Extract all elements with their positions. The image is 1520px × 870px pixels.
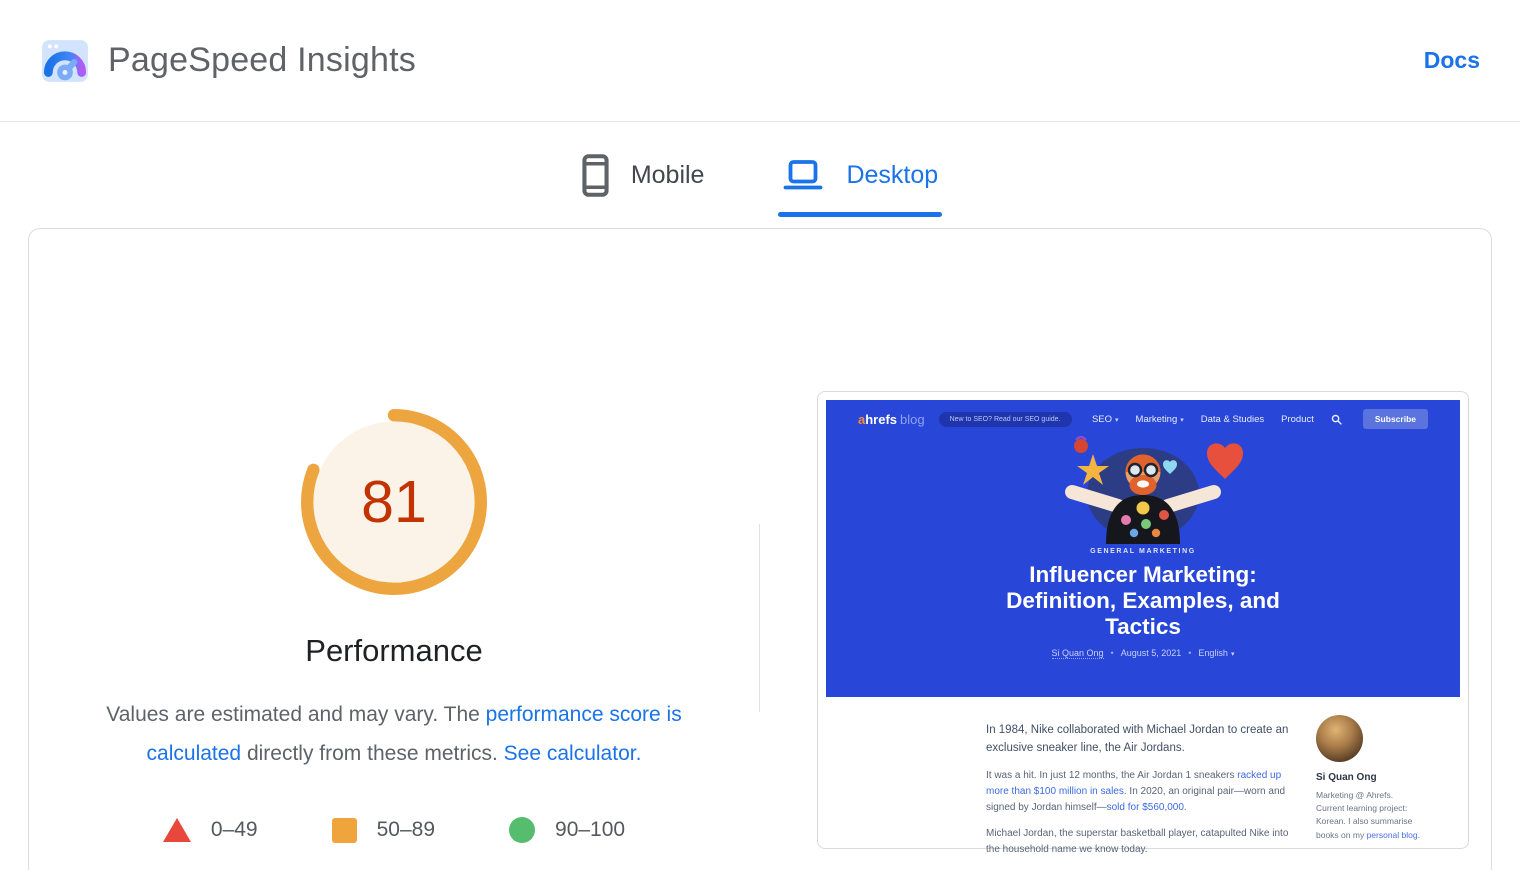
vertical-divider bbox=[759, 524, 760, 712]
legend-item-average: 50–89 bbox=[331, 817, 436, 843]
legend-range-average: 50–89 bbox=[376, 818, 436, 841]
disclaimer-text-1: Values are estimated and may vary. The bbox=[106, 703, 486, 726]
nav-item-seo: SEO ▾ bbox=[1091, 413, 1119, 425]
active-tab-indicator bbox=[778, 212, 943, 217]
nav-item-data-studies: Data & Studies bbox=[1200, 413, 1265, 425]
byline-author: Si Quan Ong bbox=[1051, 648, 1104, 659]
disclaimer-text-2: directly from these metrics. bbox=[241, 742, 504, 765]
green-circle-icon bbox=[509, 817, 536, 843]
author-card: Si Quan Ong Marketing @ Ahrefs. Current … bbox=[1316, 715, 1420, 842]
subscribe-button: Subscribe bbox=[1362, 409, 1428, 429]
nav-item-product: Product bbox=[1281, 413, 1314, 425]
legend-item-fail: 0–49 bbox=[162, 818, 258, 842]
author-avatar bbox=[1316, 715, 1363, 762]
page-title: PageSpeed Insights bbox=[108, 41, 416, 79]
score-legend: 0–49 50–89 90–100 bbox=[29, 817, 759, 843]
app-header: PageSpeed Insights Docs bbox=[0, 0, 1520, 122]
docs-link[interactable]: Docs bbox=[1423, 47, 1480, 73]
gauge-fill bbox=[313, 421, 475, 583]
byline-language: English bbox=[1198, 648, 1228, 658]
ahrefs-logo-a: a bbox=[858, 411, 866, 427]
performance-score-section: 81 Performance Values are estimated and … bbox=[29, 229, 759, 843]
personal-blog-link: personal blog. bbox=[1366, 829, 1420, 840]
device-tabs: Mobile Desktop bbox=[0, 122, 1520, 228]
mobile-phone-icon bbox=[582, 153, 609, 197]
article-link-sales: racked up more than $100 million in sale… bbox=[986, 769, 1282, 797]
caret-down-icon: ▾ bbox=[1115, 416, 1119, 424]
caret-down-icon: ▾ bbox=[1180, 416, 1184, 424]
byline-date: August 5, 2021 bbox=[1120, 648, 1182, 658]
tab-desktop[interactable]: Desktop bbox=[778, 155, 943, 217]
article-paragraph-3: Michael Jordan, the superstar basketball… bbox=[986, 827, 1289, 855]
thumb-hero-banner: ahrefs blog New to SEO? Read our SEO gui… bbox=[826, 400, 1460, 697]
orange-square-icon bbox=[331, 817, 357, 843]
thumb-article-content: In 1984, Nike collaborated with Michael … bbox=[826, 697, 1460, 855]
tab-mobile[interactable]: Mobile bbox=[580, 150, 707, 201]
separator-dot: • bbox=[1110, 648, 1114, 658]
article-category: GENERAL MARKETING bbox=[1090, 548, 1196, 555]
article-paragraph-2: It was a hit. In just 12 months, the Air… bbox=[986, 769, 1286, 813]
search-icon bbox=[1331, 414, 1342, 425]
performance-score-value: 81 bbox=[361, 469, 427, 535]
article-byline: Si Quan Ong • August 5, 2021 • English ▾ bbox=[826, 648, 1460, 659]
article-title-line3: Tactics bbox=[1105, 614, 1181, 639]
legend-range-fail: 0–49 bbox=[210, 818, 258, 841]
nav-item-marketing: Marketing ▾ bbox=[1135, 413, 1184, 425]
thumb-site-nav: ahrefs blog New to SEO? Read our SEO gui… bbox=[826, 408, 1460, 430]
ahrefs-logo-rest: hrefs bbox=[865, 411, 898, 427]
influencer-illustration bbox=[1065, 435, 1243, 544]
report-card: 81 Performance Values are estimated and … bbox=[28, 228, 1492, 870]
red-triangle-icon bbox=[162, 818, 191, 842]
score-disclaimer: Values are estimated and may vary. The p… bbox=[66, 695, 722, 773]
legend-range-pass: 90–100 bbox=[555, 818, 626, 841]
page-screenshot-thumbnail: ahrefs blog New to SEO? Read our SEO gui… bbox=[817, 391, 1469, 855]
article-title-line1: Influencer Marketing: bbox=[1029, 562, 1257, 587]
ahrefs-blog-label: blog bbox=[900, 411, 925, 427]
separator-dot: • bbox=[1188, 648, 1192, 658]
caret-down-icon: ▾ bbox=[1230, 651, 1235, 658]
performance-gauge[interactable]: 81 bbox=[301, 409, 487, 595]
pagespeed-logo-icon bbox=[42, 39, 88, 82]
article-paragraph-lead: In 1984, Nike collaborated with Michael … bbox=[986, 724, 1289, 755]
score-calculated-link[interactable]: performance score is calculated bbox=[146, 703, 682, 765]
author-name: Si Quan Ong bbox=[1316, 772, 1377, 783]
article-text-column: In 1984, Nike collaborated with Michael … bbox=[986, 721, 1294, 858]
article-title: Influencer Marketing: Definition, Exampl… bbox=[826, 562, 1460, 640]
desktop-laptop-icon bbox=[784, 160, 823, 190]
thumb-nav-links: SEO ▾ Marketing ▾ Data & Studies Product S… bbox=[1092, 409, 1428, 429]
legend-item-pass: 90–100 bbox=[509, 817, 625, 843]
article-title-line2: Definition, Examples, and bbox=[1006, 588, 1280, 613]
tab-mobile-label: Mobile bbox=[630, 160, 705, 189]
ahrefs-logo: ahrefs bbox=[858, 412, 897, 427]
seo-guide-banner: New to SEO? Read our SEO guide. bbox=[938, 411, 1072, 427]
article-link-sold: sold for $560,000. bbox=[1106, 801, 1187, 813]
gauge-arc bbox=[301, 409, 487, 595]
tab-desktop-label: Desktop bbox=[846, 160, 939, 189]
gauge-svg bbox=[301, 409, 487, 595]
author-bio: Marketing @ Ahrefs. Current learning pro… bbox=[1316, 790, 1420, 840]
see-calculator-link[interactable]: See calculator. bbox=[503, 742, 642, 765]
category-title: Performance bbox=[305, 633, 483, 668]
